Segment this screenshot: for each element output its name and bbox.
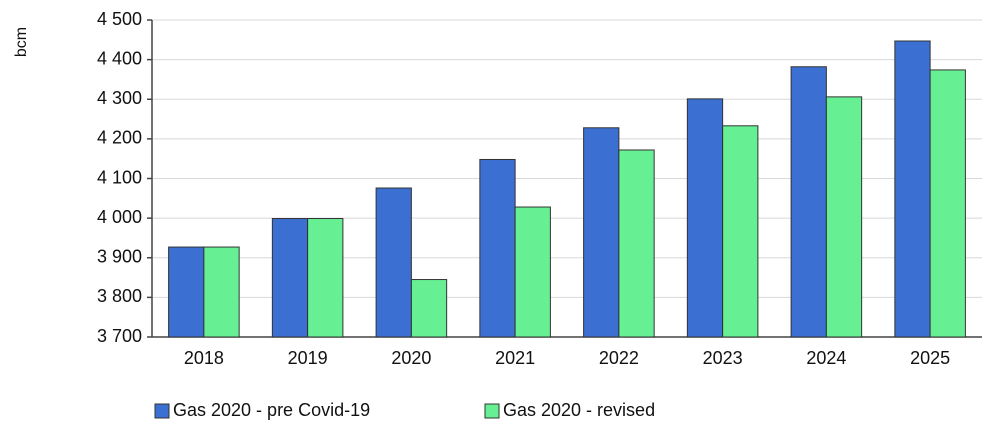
- bar: [686, 98, 724, 338]
- x-tick-label: 2023: [703, 348, 743, 368]
- x-tick-label: 2018: [184, 348, 224, 368]
- y-tick-label: 4 300: [97, 88, 142, 108]
- y-tick-label: 4 200: [97, 128, 142, 148]
- bar: [375, 187, 412, 338]
- bar: [514, 206, 551, 338]
- legend-swatch: [154, 403, 170, 419]
- bar: [479, 158, 516, 338]
- bar: [271, 218, 309, 338]
- y-tick-label: 3 700: [97, 326, 142, 346]
- bar: [790, 66, 827, 338]
- y-axis-label: bcm: [13, 27, 30, 57]
- bar: [929, 69, 966, 338]
- bar: [894, 40, 931, 338]
- legend-label: Gas 2020 - pre Covid-19: [173, 400, 370, 420]
- x-tick-label: 2024: [806, 348, 846, 368]
- bar: [168, 246, 205, 338]
- y-tick-label: 4 000: [97, 207, 142, 227]
- bar: [825, 96, 863, 338]
- y-tick-label: 3 900: [97, 247, 142, 267]
- bar: [307, 218, 344, 338]
- x-tick-label: 2021: [495, 348, 535, 368]
- bar: [722, 125, 759, 338]
- bar: [203, 246, 240, 338]
- y-tick-label: 4 500: [97, 9, 142, 29]
- y-tick-label: 4 400: [97, 48, 142, 68]
- bar: [583, 127, 620, 338]
- legend-label: Gas 2020 - revised: [503, 400, 655, 420]
- y-tick-label: 3 800: [97, 286, 142, 306]
- x-tick-label: 2025: [910, 348, 950, 368]
- x-tick-label: 2022: [599, 348, 639, 368]
- legend-swatch: [484, 403, 500, 419]
- bar: [618, 149, 655, 338]
- x-tick-label: 2020: [391, 348, 431, 368]
- x-tick-label: 2019: [288, 348, 328, 368]
- bar: [410, 279, 448, 338]
- y-tick-label: 4 100: [97, 167, 142, 187]
